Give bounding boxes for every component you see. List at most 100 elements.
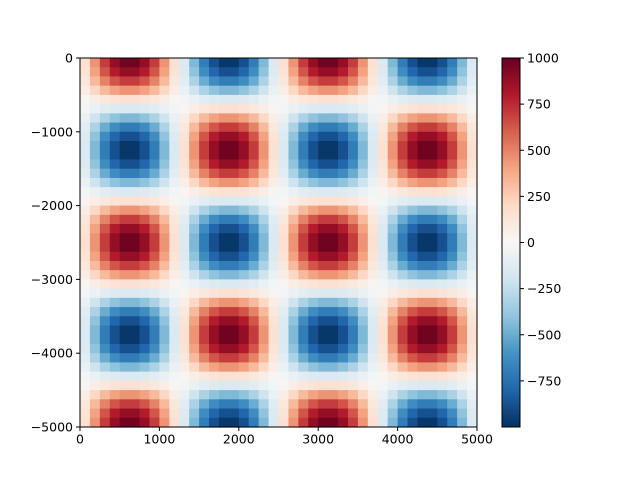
heatmap-cell: [407, 399, 419, 410]
heatmap-cell: [258, 399, 270, 410]
heatmap-cell: [209, 270, 220, 280]
x-axis: 0 1000 2000 3000 4000 5000: [76, 427, 493, 447]
heatmap-cell: [387, 122, 399, 133]
heatmap-cell: [367, 205, 379, 216]
heatmap-cell: [427, 224, 438, 234]
heatmap-cell: [109, 205, 121, 216]
heatmap-cell: [437, 362, 448, 373]
heatmap-cell: [308, 85, 319, 96]
heatmap-cell: [238, 260, 250, 271]
heatmap-cell: [417, 67, 428, 78]
heatmap-cell: [427, 233, 438, 244]
heatmap-cell: [407, 408, 419, 419]
heatmap-cell: [377, 214, 389, 225]
heatmap-cell: [427, 214, 438, 225]
heatmap-cell: [367, 177, 379, 188]
heatmap-cell: [397, 187, 409, 197]
heatmap-cell: [457, 214, 468, 225]
heatmap-cell: [218, 316, 230, 327]
heatmap-cell: [99, 242, 111, 253]
heatmap-cell: [149, 131, 160, 142]
heatmap-cell: [407, 334, 419, 345]
heatmap-cell: [209, 224, 220, 234]
heatmap-cell: [119, 85, 131, 96]
heatmap-cell: [99, 233, 111, 244]
heatmap-cell: [367, 113, 379, 124]
heatmap-cell: [298, 85, 309, 96]
heatmap-cell: [139, 260, 151, 271]
heatmap-cell: [427, 141, 438, 151]
heatmap-cell: [407, 76, 419, 87]
heatmap-cell: [119, 233, 131, 244]
heatmap-cell: [407, 159, 419, 170]
heatmap-cell: [447, 168, 458, 179]
heatmap-cell: [169, 343, 180, 354]
heatmap-cell: [437, 76, 448, 87]
heatmap-cell: [417, 196, 428, 207]
heatmap-cell: [268, 362, 280, 373]
heatmap-cell: [338, 168, 349, 179]
heatmap-cell: [89, 150, 101, 161]
heatmap-cell: [377, 205, 389, 216]
heatmap-cell: [80, 58, 91, 68]
heatmap-cell: [467, 279, 478, 290]
heatmap-cell: [189, 408, 200, 419]
y-tick-label: −5000: [31, 420, 73, 435]
heatmap-cell: [218, 334, 230, 345]
heatmap-cell: [377, 168, 389, 179]
heatmap-cell: [218, 196, 230, 207]
heatmap-cell: [357, 380, 369, 391]
heatmap-cell: [457, 325, 468, 336]
heatmap-cell: [367, 371, 379, 382]
heatmap-cell: [417, 325, 428, 336]
heatmap-cell: [387, 343, 399, 354]
heatmap-cell: [189, 94, 200, 105]
heatmap-cell: [457, 297, 468, 308]
heatmap-cell: [377, 113, 389, 124]
heatmap-cell: [278, 104, 290, 114]
heatmap-cell: [347, 159, 359, 170]
heatmap-cell: [367, 187, 379, 197]
heatmap-cell: [407, 417, 419, 428]
heatmap-cell: [357, 242, 369, 253]
heatmap-cell: [457, 334, 468, 345]
heatmap-cell: [328, 85, 339, 96]
heatmap-cell: [288, 307, 299, 317]
heatmap-cell: [338, 177, 349, 188]
heatmap-cell: [367, 390, 379, 400]
heatmap-cell: [367, 417, 379, 428]
heatmap-cell: [248, 343, 260, 354]
heatmap-cell: [179, 408, 190, 419]
heatmap-cell: [308, 205, 319, 216]
heatmap-cell: [268, 168, 280, 179]
heatmap-cell: [447, 131, 458, 142]
heatmap-cell: [278, 58, 290, 68]
heatmap-cell: [417, 224, 428, 234]
heatmap-cell: [397, 270, 409, 280]
heatmap-cell: [387, 224, 399, 234]
heatmap-cell: [318, 380, 329, 391]
heatmap-cell: [278, 233, 290, 244]
heatmap-cell: [268, 316, 280, 327]
heatmap-cell: [387, 187, 399, 197]
heatmap-cell: [189, 159, 200, 170]
heatmap-cell: [238, 343, 250, 354]
heatmap-cell: [298, 380, 309, 391]
heatmap-cell: [80, 371, 91, 382]
heatmap-cell: [89, 168, 101, 179]
heatmap-cell: [199, 58, 210, 68]
heatmap-cell: [189, 224, 200, 234]
heatmap-cell: [169, 168, 180, 179]
heatmap-cell: [119, 399, 131, 410]
heatmap-cell: [338, 85, 349, 96]
heatmap-cell: [338, 76, 349, 87]
heatmap-cell: [288, 334, 299, 345]
heatmap-cell: [129, 307, 141, 317]
heatmap-cell: [347, 85, 359, 96]
heatmap-cell: [99, 362, 111, 373]
heatmap-cell: [357, 399, 369, 410]
heatmap-cell: [357, 159, 369, 170]
heatmap-cell: [99, 371, 111, 382]
heatmap-cell: [437, 214, 448, 225]
heatmap-cell: [149, 67, 160, 78]
